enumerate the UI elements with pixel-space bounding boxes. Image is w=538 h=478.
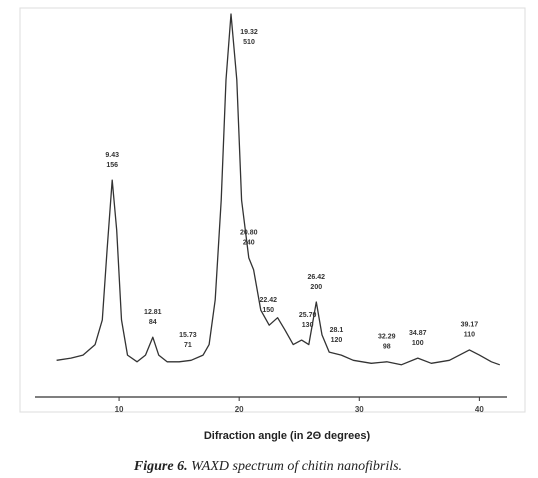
peak-label: 34.87 xyxy=(409,330,427,337)
peak-label: 156 xyxy=(106,162,118,169)
peak-label: 120 xyxy=(331,337,343,344)
peak-label: 240 xyxy=(243,240,255,247)
peak-label: 84 xyxy=(149,319,157,326)
peak-label: 22.42 xyxy=(259,297,277,304)
x-tick-label: 10 xyxy=(115,405,124,414)
x-tick-label: 30 xyxy=(355,405,364,414)
x-axis-title: Difraction angle (in 2Θ degrees) xyxy=(204,430,371,442)
caption: Figure 6. WAXD spectrum of chitin nanofi… xyxy=(133,459,402,474)
peak-label: 98 xyxy=(383,344,391,351)
peak-label: 100 xyxy=(412,340,424,347)
peak-label: 32.29 xyxy=(378,334,396,341)
caption-text: WAXD spectrum of chitin nanofibrils. xyxy=(191,459,402,474)
peak-label: 39.17 xyxy=(461,322,479,329)
peak-label: 19.32 xyxy=(240,29,258,36)
peak-label: 26.42 xyxy=(308,274,326,281)
peak-label: 15.73 xyxy=(179,332,197,339)
peak-label: 71 xyxy=(184,342,192,349)
spectrum-line xyxy=(56,13,501,366)
peak-label: 110 xyxy=(464,332,475,339)
peak-label: 12.81 xyxy=(144,309,162,316)
frame xyxy=(19,7,526,413)
peak-label: 28.1 xyxy=(330,327,344,334)
peak-label: 130 xyxy=(302,322,314,329)
caption-label: Figure 6. xyxy=(133,459,188,474)
peak-label: 25.70 xyxy=(299,312,317,319)
peak-label: 200 xyxy=(310,284,322,291)
peak-label: 20.80 xyxy=(240,230,258,237)
peak-label: 9.43 xyxy=(105,152,119,159)
peak-label: 510 xyxy=(243,39,255,46)
x-tick-label: 20 xyxy=(235,405,244,414)
peak-label: 150 xyxy=(262,307,274,314)
x-tick-label: 40 xyxy=(475,405,484,414)
